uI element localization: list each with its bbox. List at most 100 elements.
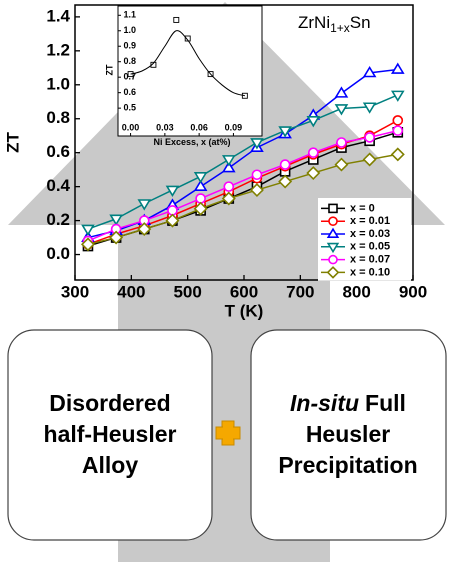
x-tick-label: 400 (117, 282, 145, 301)
x-tick-label: 300 (61, 282, 89, 301)
marker (184, 35, 191, 42)
y-tick-label: 0.8 (123, 56, 136, 66)
y-tick-label: 0.2 (46, 210, 70, 229)
x-tick-label: 700 (286, 282, 314, 301)
marker (137, 222, 152, 237)
marker (306, 166, 321, 181)
annotation-part: ZrNi (298, 13, 330, 32)
marker (251, 169, 263, 181)
y-tick-label: 1.0 (46, 74, 70, 93)
y-tick-label: 1.0 (123, 25, 136, 35)
annotation: ZrNi1+xSn (298, 13, 371, 35)
marker (80, 237, 95, 252)
marker (173, 16, 180, 23)
marker (221, 161, 236, 173)
marker (150, 61, 157, 68)
y-tick-label: 0.4 (46, 176, 70, 195)
x-tick-label: 0.03 (156, 122, 174, 132)
marker (279, 159, 291, 170)
x-tick-label: 900 (399, 282, 427, 301)
marker (306, 116, 321, 128)
legend-label: x = 0.05 (350, 241, 390, 253)
marker (362, 102, 377, 114)
inset-chart: 0.000.030.060.090.50.60.70.80.91.01.1Ni … (104, 5, 263, 147)
y-tick-label: 0.6 (46, 142, 70, 161)
marker (326, 266, 340, 279)
x-axis-label: Ni Excess, x (at%) (153, 137, 230, 147)
background-arrow (8, 2, 445, 562)
marker (336, 137, 347, 148)
annotation-sub: 1+x (330, 21, 350, 35)
marker (167, 205, 178, 216)
y-tick-label: 1.1 (123, 10, 136, 20)
box-line: Alloy (82, 452, 138, 478)
x-tick-label: 600 (230, 282, 258, 301)
box-line: Precipitation (278, 452, 417, 478)
marker (334, 104, 349, 116)
legend-label: x = 0 (350, 202, 375, 214)
box-line: In-situ Full (290, 390, 406, 416)
marker (334, 157, 349, 172)
y-tick-label: 1.2 (46, 40, 70, 59)
marker (392, 125, 404, 136)
marker (278, 126, 292, 138)
x-tick-label: 0.09 (225, 122, 243, 132)
marker (307, 147, 319, 158)
x-axis-label: T (K) (225, 301, 264, 320)
box-text: Full (365, 390, 406, 416)
marker (109, 230, 124, 245)
plus-icon (215, 420, 241, 446)
marker (326, 242, 340, 254)
marker (137, 199, 152, 211)
y-tick-label: 1.4 (46, 6, 70, 25)
y-tick-label: 0.6 (123, 87, 136, 97)
marker (195, 193, 206, 204)
marker (328, 203, 338, 214)
x-tick-label: 800 (342, 282, 370, 301)
marker (193, 201, 208, 216)
x-tick-label: 500 (173, 282, 201, 301)
main-chart: 300 400 500 600 700 800 900 0.0 0.2 0.4 0.6 0.8 1.0 1… (3, 4, 427, 320)
marker (109, 214, 123, 226)
marker (362, 65, 377, 78)
annotation-part: Sn (350, 13, 371, 32)
x-tick-label: 0.00 (122, 122, 140, 132)
marker (250, 138, 264, 150)
marker (249, 183, 264, 198)
marker (221, 191, 236, 206)
series-line (87, 94, 399, 230)
fit-curve (130, 30, 245, 97)
inset-frame (117, 5, 263, 137)
marker (278, 174, 293, 189)
y-tick-label: 0.8 (46, 108, 70, 127)
marker (221, 155, 236, 167)
right-box (250, 329, 447, 541)
marker (193, 172, 208, 184)
y-axis-label: ZT (3, 132, 22, 153)
box-line: Heusler (306, 421, 390, 447)
marker (165, 185, 180, 197)
box-line: half-Heusler (44, 421, 177, 447)
marker (81, 224, 95, 237)
box-italic: In-situ (290, 390, 359, 416)
left-box (7, 329, 213, 541)
y-tick-label: 0.9 (123, 41, 136, 51)
marker (328, 254, 338, 265)
legend-label: x = 0.07 (350, 254, 390, 266)
marker (334, 86, 349, 98)
marker (390, 90, 405, 102)
marker (390, 147, 405, 162)
marker (364, 132, 375, 143)
box-line: Disordered (49, 390, 170, 416)
marker (390, 62, 405, 74)
marker (328, 216, 338, 226)
marker (392, 115, 404, 126)
y-tick-label: 0.5 (123, 103, 136, 113)
legend-label: x = 0.03 (350, 228, 390, 240)
legend: x = 0x = 0.01x = 0.03x = 0.05x = 0.07x =… (318, 198, 411, 281)
legend-label: x = 0.01 (350, 215, 390, 227)
legend-label: x = 0.10 (350, 266, 390, 278)
marker (165, 213, 180, 228)
marker (362, 152, 377, 167)
